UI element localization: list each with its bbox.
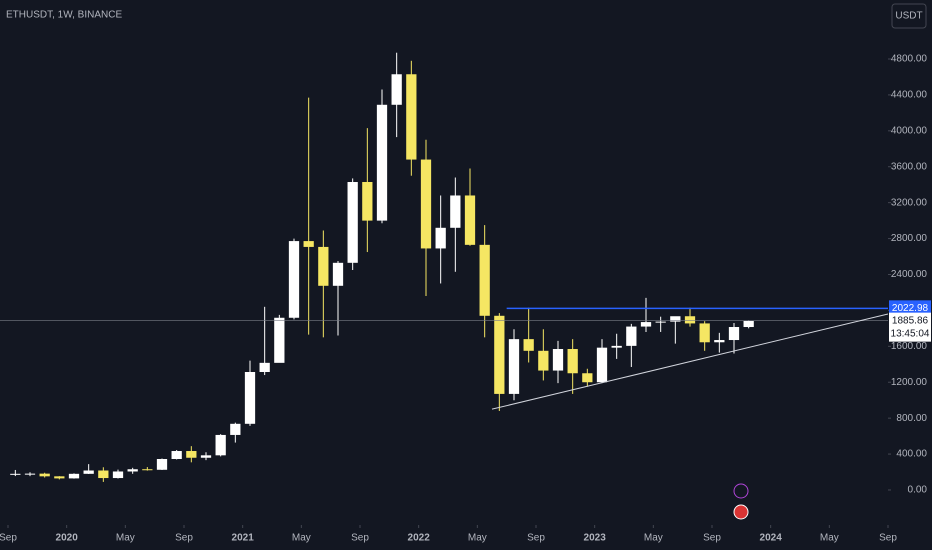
time-axis-bg	[0, 525, 932, 550]
y-tick-label: 1600.00	[891, 341, 928, 352]
x-tick-label: May	[820, 533, 839, 544]
candle-body	[596, 347, 608, 383]
candle-body	[420, 159, 432, 249]
candle-body	[714, 340, 725, 343]
y-tick-label: 4400.00	[891, 90, 928, 101]
x-tick-label: 2022	[408, 533, 431, 544]
flag-icon[interactable]	[733, 504, 749, 520]
y-tick-label: 3200.00	[891, 197, 928, 208]
candle-body	[244, 371, 256, 424]
event-icon[interactable]	[733, 483, 749, 499]
candle-body	[567, 349, 578, 374]
candle-body	[39, 473, 50, 477]
candle-body	[450, 195, 461, 228]
candle-body	[142, 469, 153, 471]
candle-body	[538, 350, 549, 371]
y-tick-label: 4000.00	[891, 125, 928, 136]
candle-body	[288, 241, 300, 318]
trend-line	[491, 313, 889, 410]
y-tick-label: 3600.00	[891, 161, 928, 172]
y-tick-label: 1200.00	[891, 377, 928, 388]
candle-body	[523, 339, 534, 351]
candle-body	[699, 323, 710, 343]
candle-body	[582, 373, 593, 383]
candle-body	[156, 459, 168, 470]
candle-body	[611, 345, 622, 348]
candle-body	[435, 227, 446, 249]
candle-body	[743, 320, 754, 328]
candle-body	[98, 470, 109, 479]
x-tick-label: Sep	[703, 533, 721, 544]
y-tick-label: 0.00	[908, 485, 928, 496]
candle-body	[406, 74, 417, 160]
x-tick-label: May	[116, 533, 135, 544]
countdown-label: 13:45:04	[891, 328, 930, 339]
candle-body	[200, 455, 212, 458]
last-price-tag	[889, 312, 931, 342]
candle-body	[274, 317, 285, 363]
candle-body	[494, 315, 505, 394]
candle-body	[362, 182, 373, 221]
candle-body	[479, 244, 490, 316]
chart-title: ETHUSDT, 1W, BINANCE	[6, 10, 122, 21]
candle-body	[54, 476, 65, 479]
candle-body	[684, 316, 696, 324]
candle-body	[68, 473, 80, 479]
x-tick-label: 2021	[232, 533, 255, 544]
candle-body	[24, 473, 36, 475]
candle-body	[464, 195, 476, 245]
candle-body	[655, 321, 666, 323]
x-tick-label: 2020	[56, 533, 79, 544]
candle-body	[83, 470, 94, 474]
candle-body	[670, 316, 681, 322]
candle-body	[728, 327, 740, 341]
candle-body	[508, 339, 520, 394]
candle-body	[332, 262, 344, 286]
horizontal-line-tag	[889, 300, 931, 317]
candle-body	[112, 471, 124, 479]
x-tick-label: Sep	[175, 533, 193, 544]
x-tick-label: 2024	[760, 533, 783, 544]
candle-body	[318, 246, 329, 286]
candle-body	[259, 362, 270, 372]
candle-body	[640, 322, 652, 327]
x-tick-label: May	[292, 533, 311, 544]
y-tick-label: 400.00	[896, 449, 927, 460]
y-tick-label: 2800.00	[891, 233, 928, 244]
candle-body	[552, 349, 564, 371]
candle-body	[303, 241, 314, 247]
candle-body	[127, 469, 138, 472]
candle-body	[10, 473, 21, 475]
candle-body	[186, 451, 197, 458]
candle-body	[391, 74, 402, 105]
plot	[0, 52, 889, 482]
y-tick-label: 800.00	[896, 413, 927, 424]
currency-label[interactable]: USDT	[895, 11, 922, 22]
last-price-label: 1885.86	[892, 315, 929, 326]
currency-button[interactable]	[891, 3, 927, 29]
price-axis-bg	[888, 0, 932, 550]
y-tick-label: 2400.00	[891, 269, 928, 280]
candle-body	[626, 326, 637, 346]
x-tick-label: 2023	[584, 533, 607, 544]
x-tick-label: May	[644, 533, 663, 544]
y-tick-label: 4800.00	[891, 54, 928, 65]
x-tick-label: Sep	[351, 533, 369, 544]
x-tick-label: Sep	[527, 533, 545, 544]
axes: 0.00400.00800.001200.001600.002000.00240…	[0, 54, 931, 544]
candle-body	[347, 182, 358, 263]
candle-body	[215, 434, 226, 456]
candle-body	[376, 104, 388, 221]
x-tick-label: May	[468, 533, 487, 544]
x-tick-label: Sep	[0, 533, 17, 544]
candle-body	[230, 423, 241, 435]
x-tick-label: Sep	[879, 533, 897, 544]
horizontal-line-label: 2022.98	[892, 303, 929, 314]
candle-body	[171, 451, 182, 460]
